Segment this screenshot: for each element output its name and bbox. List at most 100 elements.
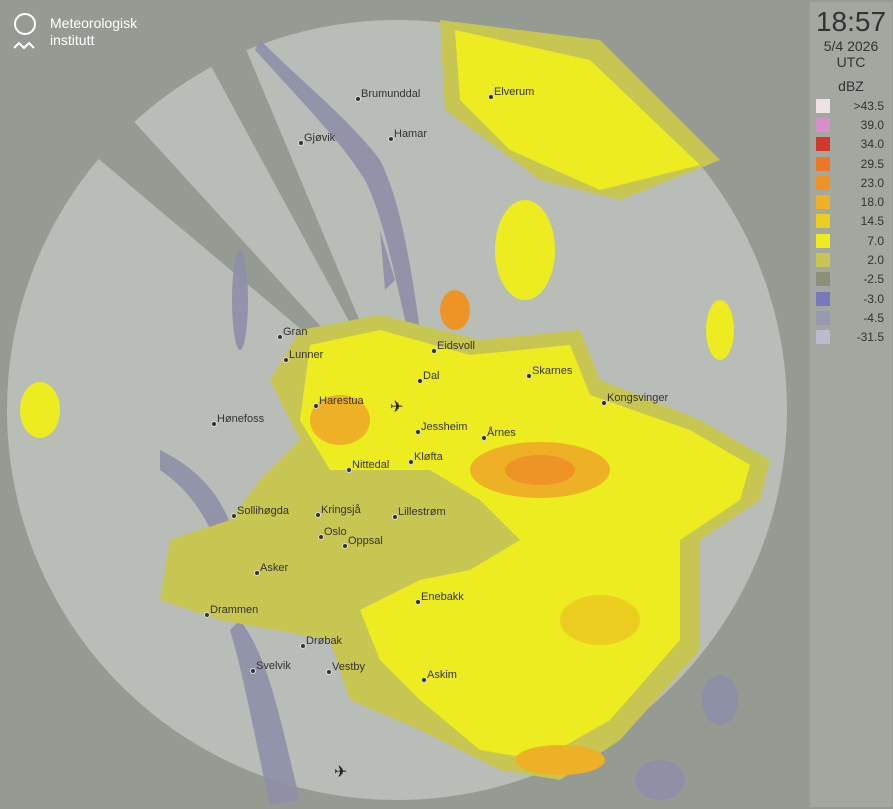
city-name: Kløfta <box>414 451 443 463</box>
legend-label: -3.0 <box>863 291 884 306</box>
date: 5/4 2026 <box>823 38 879 54</box>
city-marker <box>431 348 437 354</box>
legend-label: 34.0 <box>860 137 884 152</box>
city-name: Hamar <box>394 128 428 140</box>
legend-swatch <box>816 195 830 210</box>
precipitation <box>20 20 770 780</box>
legend-label: 14.5 <box>860 214 884 229</box>
legend-item: 34.0 <box>810 135 892 154</box>
city-marker <box>481 435 487 441</box>
city-name: Lunner <box>289 349 324 361</box>
city-name: Brumunddal <box>361 88 421 100</box>
met-logo-icon <box>13 13 36 50</box>
legend-swatch <box>816 330 830 345</box>
city-marker <box>298 140 304 146</box>
city-name: Eidsvoll <box>437 340 475 352</box>
airplane-icon: ✈ <box>334 764 348 781</box>
city-marker <box>415 599 421 605</box>
city-marker <box>392 514 398 520</box>
met-logo: Meteorologisk institutt <box>12 12 137 57</box>
legend-label: 7.0 <box>867 233 884 248</box>
city-marker <box>526 373 532 379</box>
legend-swatch <box>816 156 830 171</box>
timezone: UTC <box>836 54 866 70</box>
legend-label: >43.5 <box>853 98 884 113</box>
city-name: Elverum <box>494 86 535 98</box>
legend-item: -4.5 <box>810 308 892 327</box>
city-marker <box>601 400 607 406</box>
city-name: Gjøvik <box>304 132 336 144</box>
city-marker <box>211 421 217 427</box>
city-name: Drammen <box>210 604 259 616</box>
legend-swatch <box>816 272 830 287</box>
city-marker <box>388 136 394 142</box>
legend-label: -2.5 <box>863 272 884 287</box>
time: 18:57 <box>815 6 887 37</box>
city-name: Asker <box>260 562 289 574</box>
legend-swatch <box>816 214 830 229</box>
city-name: Harestua <box>319 395 364 407</box>
legend-item: 2.0 <box>810 250 892 269</box>
brand-name-2: institutt <box>50 32 95 48</box>
legend-label: 23.0 <box>860 175 884 190</box>
city-marker <box>421 677 427 683</box>
blocked-sector <box>205 35 397 410</box>
legend-item: 14.5 <box>810 212 892 231</box>
city-name: Drøbak <box>306 635 343 647</box>
city-marker <box>300 643 306 649</box>
city-marker <box>318 534 324 540</box>
city-marker <box>315 512 321 518</box>
legend-label: 29.5 <box>860 156 884 171</box>
legend-swatch <box>816 137 830 152</box>
legend-swatch <box>816 117 830 132</box>
legend-swatch <box>816 310 830 325</box>
brand-name-1: Meteorologisk <box>50 15 138 31</box>
legend-item: 18.0 <box>810 192 892 211</box>
city-name: Jessheim <box>421 421 468 433</box>
legend-item: 7.0 <box>810 231 892 250</box>
legend-swatch <box>816 233 830 248</box>
legend-label: 39.0 <box>860 117 884 132</box>
legend-item: -3.0 <box>810 289 892 308</box>
city-name: Hønefoss <box>217 413 265 425</box>
city-name: Oslo <box>324 526 347 538</box>
city-marker <box>417 378 423 384</box>
legend-label: 2.0 <box>867 253 884 268</box>
city-marker <box>488 94 494 100</box>
city-marker <box>313 403 319 409</box>
legend-item: >43.5 <box>810 96 892 115</box>
city-name: Gran <box>283 326 308 338</box>
city-marker <box>342 543 348 549</box>
city-marker <box>346 467 352 473</box>
city-name: Kringsjå <box>321 504 361 516</box>
legend-swatch <box>816 98 830 113</box>
city-name: Nittedal <box>352 459 390 471</box>
city-marker <box>415 429 421 435</box>
city-name: Lillestrøm <box>398 506 446 518</box>
airplane-icon: ✈ <box>390 399 404 416</box>
city-name: Svelvik <box>256 660 291 672</box>
legend-panel: 18:57 5/4 2026 UTC dBZ >43.5 39.0 34.0 29.5… <box>810 2 892 807</box>
city-name: Oppsal <box>348 535 383 547</box>
city-marker <box>204 612 210 618</box>
city-marker <box>250 668 256 674</box>
city-marker <box>283 357 289 363</box>
city-name: Sollihøgda <box>237 505 289 517</box>
city-name: Askim <box>427 669 457 681</box>
legend-swatch <box>816 291 830 306</box>
city-marker <box>408 459 414 465</box>
legend-label: -4.5 <box>863 310 884 325</box>
city-name: Skarnes <box>532 365 573 377</box>
city-marker <box>231 513 237 519</box>
city-marker <box>355 96 361 102</box>
city-name: Kongsvinger <box>607 392 669 404</box>
legend-item: -31.5 <box>810 328 892 347</box>
city-name: Vestby <box>332 661 366 673</box>
city-name: Enebakk <box>421 591 464 603</box>
city-name: Årnes <box>487 427 516 439</box>
legend-item: 23.0 <box>810 173 892 192</box>
unit: dBZ <box>838 78 864 94</box>
legend-label: -31.5 <box>856 330 884 345</box>
legend-item: -2.5 <box>810 270 892 289</box>
